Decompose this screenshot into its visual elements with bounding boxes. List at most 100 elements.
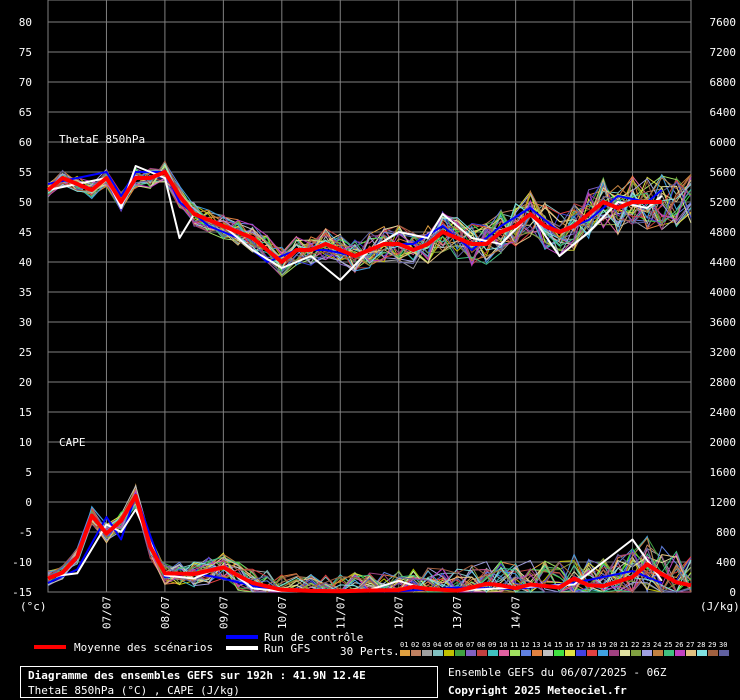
pert-swatch (433, 650, 443, 656)
left-tick-label: 0 (25, 496, 32, 509)
right-tick-label: 7200 (710, 46, 737, 59)
pert-number: 18 (587, 641, 595, 649)
pert-number: 21 (620, 641, 628, 649)
pert-number: 05 (444, 641, 452, 649)
pert-swatch (554, 650, 564, 656)
pert-number: 25 (664, 641, 672, 649)
pert-number: 23 (642, 641, 650, 649)
pert-number: 08 (477, 641, 485, 649)
left-tick-label: 60 (19, 136, 32, 149)
pert-swatch (400, 650, 410, 656)
pert-swatch (411, 650, 421, 656)
panel-label-thetae: ThetaE 850hPa (59, 133, 145, 146)
pert-swatch (631, 650, 641, 656)
right-tick-label: 800 (716, 526, 736, 539)
x-tick-label: 14/07 (510, 596, 523, 629)
pert-swatch (521, 650, 531, 656)
pert-number: 03 (422, 641, 430, 649)
right-tick-label: 4000 (710, 286, 737, 299)
legend: Moyenne des scénarios Run de contrôle Ru… (34, 631, 729, 658)
perturbation-line (47, 169, 692, 272)
left-tick-label: -10 (12, 556, 32, 569)
x-tick-label: 07/07 (100, 596, 113, 629)
pert-legend: 01 02 03 04 05 06 07 08 09 10 11 12 13 14 15 16 17 18 19 20… (400, 641, 729, 656)
perturbation-line (47, 502, 692, 593)
legend-mean-label: Moyenne des scénarios (74, 641, 213, 654)
pert-swatch (686, 650, 696, 656)
thetae-gfs-line (47, 165, 663, 281)
left-tick-label: 40 (19, 256, 32, 269)
x-tick-label: 10/07 (276, 596, 289, 629)
cape-mean-line (47, 494, 692, 594)
pert-number: 16 (565, 641, 573, 649)
panel-label-cape: CAPE (59, 436, 86, 449)
right-tick-label: 7600 (710, 16, 737, 29)
right-tick-label: 4400 (710, 256, 737, 269)
pert-number: 07 (466, 641, 474, 649)
pert-swatch (587, 650, 597, 656)
left-tick-label: 5 (25, 466, 32, 479)
pert-swatch (444, 650, 454, 656)
legend-gfs-label: Run GFS (264, 642, 310, 655)
left-tick-label: 80 (19, 16, 32, 29)
pert-number: 14 (543, 641, 551, 649)
chart-grid (47, 0, 692, 593)
left-tick-label: 45 (19, 226, 32, 239)
footer-run: Ensemble GEFS du 06/07/2025 - 06Z (448, 666, 667, 679)
pert-swatch (664, 650, 674, 656)
pert-swatch (620, 650, 630, 656)
left-tick-label: -5 (19, 526, 32, 539)
legend-control-label: Run de contrôle (264, 631, 363, 644)
pert-number: 24 (653, 641, 661, 649)
right-tick-label: 2800 (710, 376, 737, 389)
x-tick-label: 08/07 (159, 596, 172, 629)
left-tick-label: 65 (19, 106, 32, 119)
right-tick-label: 0 (729, 586, 736, 599)
left-tick-label: -15 (12, 586, 32, 599)
left-axis-unit: (°c) (20, 600, 47, 613)
footer-subtitle: ThetaE 850hPa (°C) , CAPE (J/kg) (28, 684, 240, 697)
footer-box (20, 666, 438, 698)
left-tick-label: 25 (19, 346, 32, 359)
right-tick-label: 5600 (710, 166, 737, 179)
x-tick-label: 11/07 (334, 596, 347, 629)
right-tick-label: 1200 (710, 496, 737, 509)
pert-number: 11 (510, 641, 518, 649)
right-tick-label: 5200 (710, 196, 737, 209)
main-series-lines (46, 165, 692, 594)
pert-swatch (719, 650, 729, 656)
x-tick-label: 12/07 (393, 596, 406, 629)
pert-number: 26 (675, 641, 683, 649)
pert-swatch (708, 650, 718, 656)
right-tick-label: 6800 (710, 76, 737, 89)
pert-number: 02 (411, 641, 419, 649)
pert-swatch (642, 650, 652, 656)
pert-swatch (455, 650, 465, 656)
pert-number: 10 (499, 641, 507, 649)
pert-number: 13 (532, 641, 540, 649)
pert-number: 12 (521, 641, 529, 649)
right-tick-label: 3200 (710, 346, 737, 359)
pert-swatch (543, 650, 553, 656)
right-tick-label: 3600 (710, 316, 737, 329)
pert-swatch (653, 650, 663, 656)
plot-frame (47, 0, 692, 593)
pert-swatch (466, 650, 476, 656)
pert-number: 27 (686, 641, 694, 649)
right-tick-label: 400 (716, 556, 736, 569)
pert-number: 29 (708, 641, 716, 649)
pert-swatch (576, 650, 586, 656)
left-tick-label: 15 (19, 406, 32, 419)
pert-number: 17 (576, 641, 584, 649)
footer-title: Diagramme des ensembles GEFS sur 192h : … (28, 669, 366, 682)
left-tick-label: 70 (19, 76, 32, 89)
x-tick-label: 13/07 (451, 596, 464, 629)
pert-swatch (499, 650, 509, 656)
pert-swatch (510, 650, 520, 656)
right-axis-unit: (J/kg) (700, 600, 740, 613)
pert-number: 28 (697, 641, 705, 649)
pert-swatch (477, 650, 487, 656)
pert-number: 22 (631, 641, 639, 649)
right-tick-label: 4800 (710, 226, 737, 239)
